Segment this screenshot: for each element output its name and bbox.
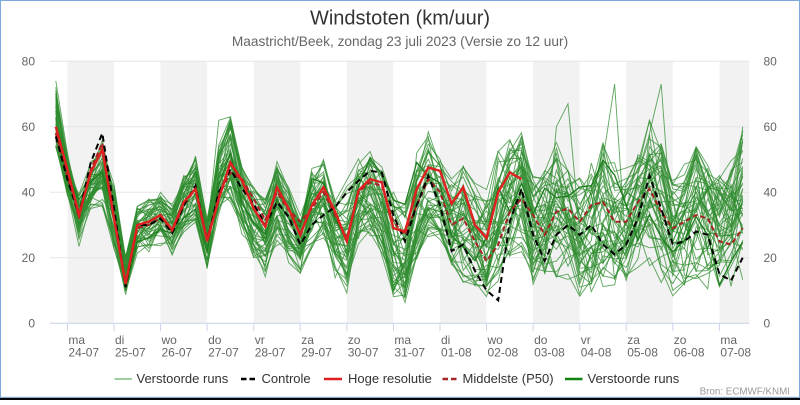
svg-text:Hoge resolutie: Hoge resolutie [348, 371, 432, 386]
svg-text:04-08: 04-08 [581, 346, 612, 360]
svg-text:20: 20 [22, 251, 36, 265]
svg-text:Middelste (P50): Middelste (P50) [463, 371, 554, 386]
svg-text:60: 60 [22, 120, 36, 134]
svg-text:80: 80 [22, 54, 36, 68]
svg-text:06-08: 06-08 [674, 346, 705, 360]
svg-text:ma: ma [394, 333, 411, 347]
svg-text:40: 40 [22, 185, 36, 199]
svg-text:05-08: 05-08 [627, 346, 658, 360]
svg-text:27-07: 27-07 [208, 346, 239, 360]
svg-text:01-08: 01-08 [441, 346, 472, 360]
svg-text:07-08: 07-08 [720, 346, 751, 360]
svg-text:di: di [441, 333, 450, 347]
svg-text:26-07: 26-07 [162, 346, 193, 360]
svg-text:0: 0 [764, 316, 771, 330]
svg-text:di: di [115, 333, 124, 347]
svg-text:ma: ma [720, 333, 737, 347]
svg-text:Windstoten (km/uur): Windstoten (km/uur) [310, 8, 490, 30]
svg-text:02-08: 02-08 [488, 346, 519, 360]
svg-text:za: za [627, 333, 640, 347]
svg-text:vr: vr [581, 333, 591, 347]
svg-text:25-07: 25-07 [115, 346, 146, 360]
svg-text:Verstoorde runs: Verstoorde runs [588, 371, 680, 386]
svg-text:wo: wo [161, 333, 178, 347]
svg-text:wo: wo [487, 333, 504, 347]
svg-text:ma: ma [68, 333, 85, 347]
svg-text:Verstoorde runs: Verstoorde runs [137, 371, 229, 386]
svg-text:Bron: ECMWF/KNMI: Bron: ECMWF/KNMI [700, 387, 790, 398]
svg-text:20: 20 [764, 251, 778, 265]
svg-text:0: 0 [28, 316, 35, 330]
svg-text:24-07: 24-07 [68, 346, 99, 360]
svg-text:30-07: 30-07 [348, 346, 379, 360]
svg-text:vr: vr [255, 333, 265, 347]
svg-text:29-07: 29-07 [301, 346, 332, 360]
svg-text:28-07: 28-07 [255, 346, 286, 360]
svg-text:do: do [534, 333, 548, 347]
svg-text:40: 40 [764, 185, 778, 199]
svg-text:Maastricht/Beek, zondag 23 jul: Maastricht/Beek, zondag 23 juli 2023 (Ve… [232, 34, 568, 49]
svg-text:80: 80 [764, 54, 778, 68]
svg-text:zo: zo [348, 333, 361, 347]
svg-text:31-07: 31-07 [394, 346, 425, 360]
svg-text:Controle: Controle [262, 371, 311, 386]
svg-text:03-08: 03-08 [534, 346, 565, 360]
svg-text:zo: zo [674, 333, 687, 347]
svg-text:do: do [208, 333, 222, 347]
svg-text:za: za [301, 333, 314, 347]
svg-text:60: 60 [764, 120, 778, 134]
